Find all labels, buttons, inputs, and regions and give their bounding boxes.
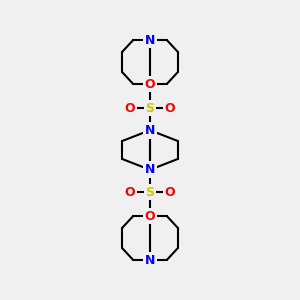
Text: O: O [165, 185, 175, 199]
Text: N: N [145, 163, 155, 176]
Text: S: S [146, 185, 154, 199]
Text: S: S [146, 101, 154, 115]
Text: O: O [165, 101, 175, 115]
Text: O: O [145, 209, 155, 223]
Text: O: O [145, 77, 155, 91]
Text: N: N [145, 254, 155, 266]
Text: O: O [125, 101, 135, 115]
Text: N: N [145, 34, 155, 46]
Text: N: N [145, 124, 155, 137]
Text: O: O [125, 185, 135, 199]
